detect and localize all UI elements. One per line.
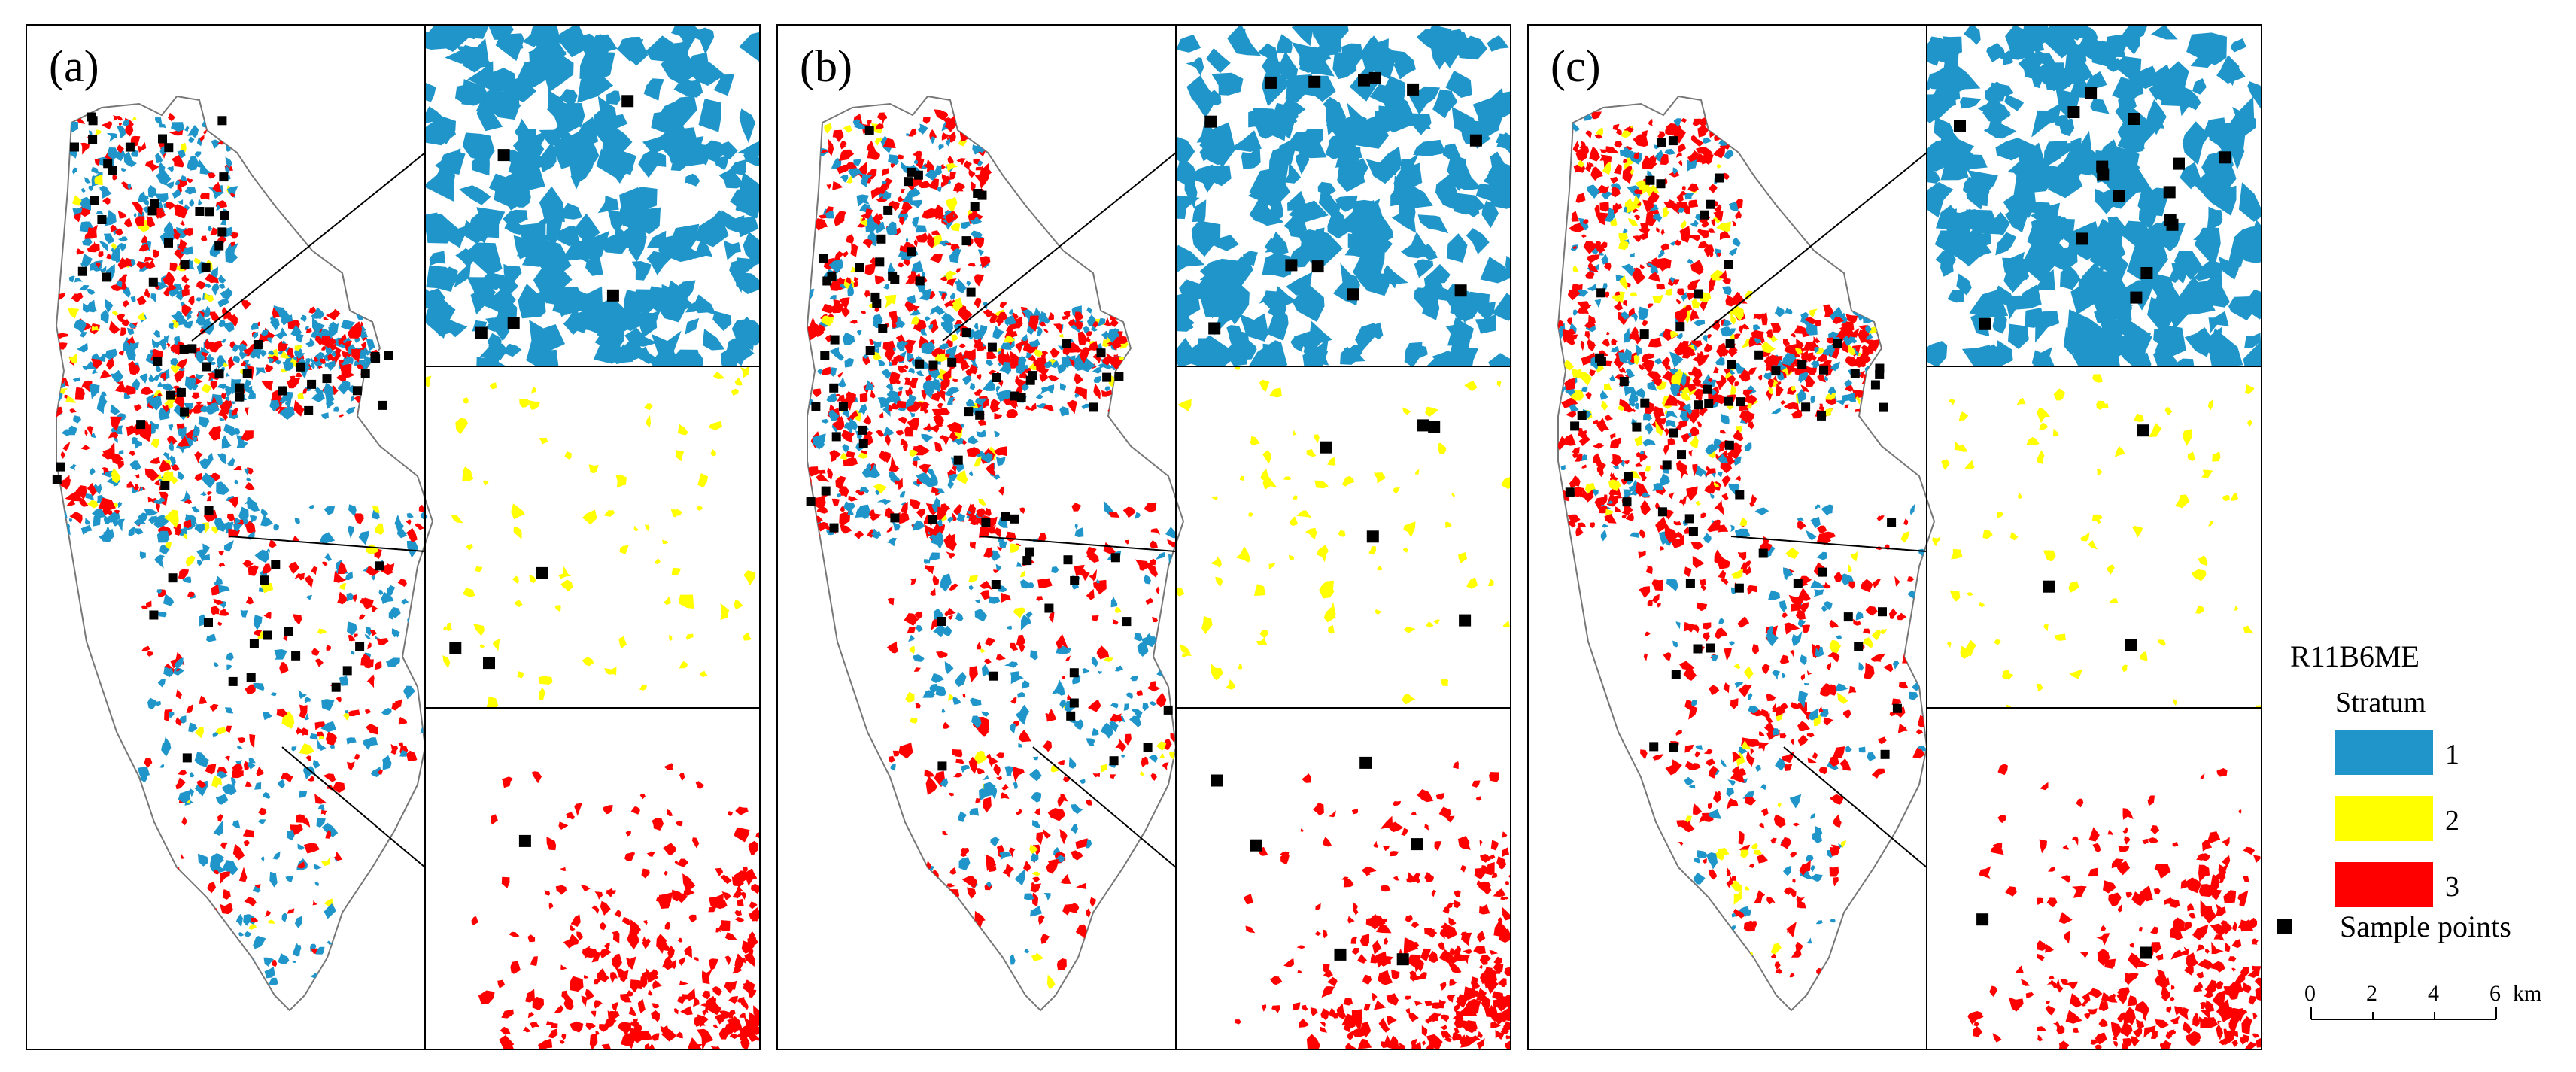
scale-unit: km <box>2513 981 2541 1006</box>
stratum-patches <box>56 111 428 987</box>
main-study-area-map <box>52 95 434 1012</box>
panel-label-c: (c) <box>1551 41 1601 91</box>
zoom-leader-line <box>1032 746 1177 868</box>
scale-tick-0: 0 <box>2304 981 2316 1006</box>
scale-bar-line <box>2310 1007 2497 1020</box>
legend-label-stratum-1: 1 <box>2445 739 2459 770</box>
stratum-patches <box>807 105 1180 992</box>
scale-tick-6: 6 <box>2489 981 2501 1006</box>
zoom-leader-line <box>281 746 426 868</box>
zoom-leader-line <box>1693 152 1927 342</box>
map-legend: R11B6ME Stratum 1 2 3 Sample points <box>2277 639 2511 943</box>
scale-tick-2: 2 <box>2366 981 2377 1006</box>
map-panel-b: (b) <box>776 24 1511 1050</box>
legend-label-stratum-2: 2 <box>2445 805 2459 837</box>
scale-tick-4: 4 <box>2428 981 2439 1006</box>
inset-stratum-2 <box>426 367 756 707</box>
legend-subtitle: Stratum <box>2335 687 2426 718</box>
legend-sample-point-marker <box>2277 919 2292 934</box>
main-study-area-map <box>806 95 1185 1012</box>
sample-points-main <box>806 126 1173 771</box>
sample-points-main <box>1565 136 1902 759</box>
legend-swatch-stratum-2 <box>2335 796 2433 841</box>
zoom-leader-line <box>1730 536 1927 552</box>
legend-swatch-stratum-1 <box>2335 730 2433 775</box>
basin-boundary <box>55 95 434 1012</box>
scale-bar: 0 2 4 6 km <box>2304 981 2541 1020</box>
panel-label-b: (b) <box>800 41 852 91</box>
inset-stratum-1 <box>1927 26 2261 366</box>
main-study-area-map <box>1557 95 1936 1012</box>
zoom-leader-line <box>229 536 426 552</box>
inset-stratum-3 <box>1967 764 2261 1049</box>
inset-stratum-3 <box>1211 756 1510 1049</box>
inset-stratum-2 <box>1932 374 2261 707</box>
inset-stratum-3 <box>471 763 759 1049</box>
sample-points-main <box>52 112 393 763</box>
inset-stratum-1 <box>1177 26 1510 366</box>
legend-sample-points-label: Sample points <box>2340 910 2511 943</box>
inset-stratum-1 <box>426 26 759 366</box>
zoom-leader-line <box>191 152 426 342</box>
map-panel-a: (a) <box>26 24 761 1050</box>
map-panel-c: (c) <box>1527 24 2262 1050</box>
zoom-leader-line <box>942 152 1177 342</box>
panel-label-a: (a) <box>49 41 99 91</box>
legend-title: R11B6ME <box>2290 639 2420 673</box>
zoom-leader-line <box>980 536 1177 552</box>
legend-swatch-stratum-3 <box>2335 862 2433 907</box>
zoom-leader-line <box>1783 746 1927 868</box>
inset-stratum-2 <box>1177 367 1510 705</box>
legend-label-stratum-3: 3 <box>2445 871 2459 903</box>
